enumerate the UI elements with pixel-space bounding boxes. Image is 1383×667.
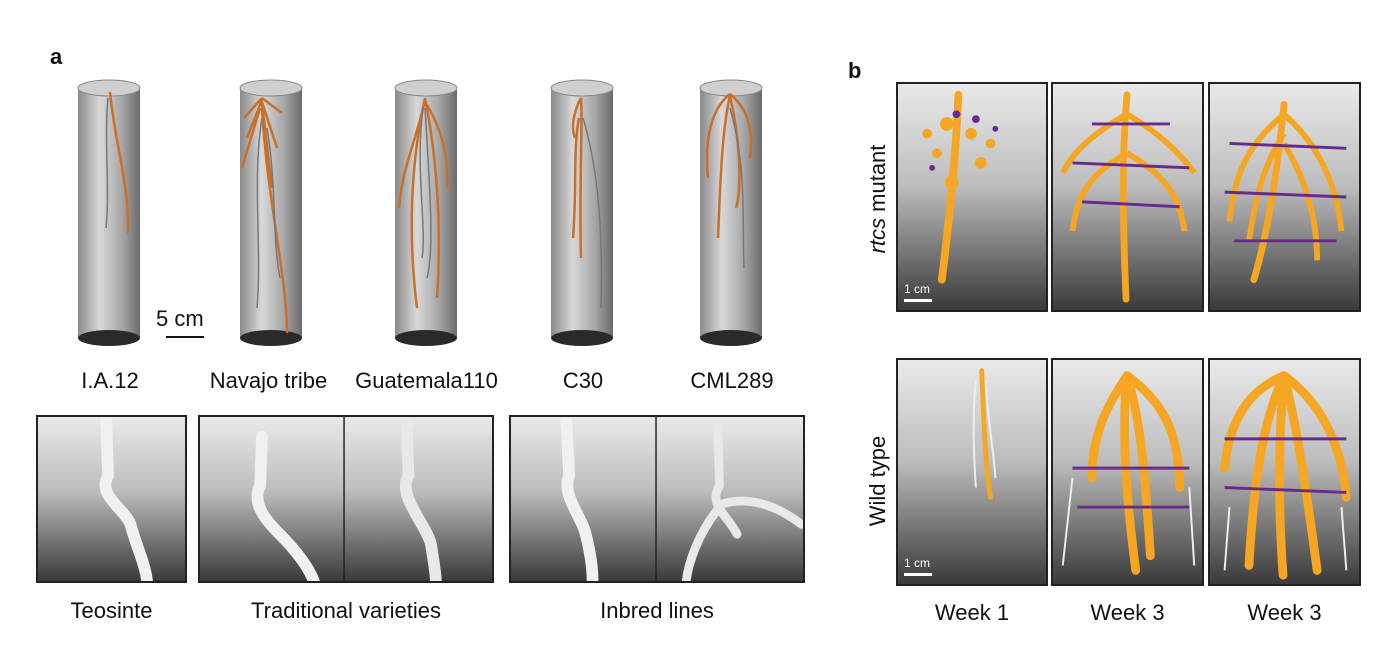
row-label-wildtype: Wild type	[865, 435, 890, 527]
cylinder-ia12	[77, 79, 141, 346]
cylinder-label-ia12: I.A.12	[81, 368, 139, 393]
wildtype-scale-bar	[904, 573, 932, 576]
mutant-scale-bar	[904, 299, 932, 302]
wildtype-week3-a	[1051, 358, 1204, 586]
mutant-week1: 1 cm	[896, 82, 1048, 312]
mutant-week3-b	[1208, 82, 1361, 312]
cylinder-label-guatemala110: Guatemala110	[355, 368, 498, 393]
panel-a-letter: a	[50, 44, 63, 69]
group-label-inbred: Inbred lines	[600, 598, 714, 623]
mutant-scale-label: 1 cm	[904, 282, 931, 296]
group-label-teosinte: Teosinte	[70, 598, 153, 623]
mutant-week3-a	[1051, 82, 1204, 312]
group-label-traditional: Traditional varieties	[251, 598, 441, 623]
panel-b-letter: b	[848, 58, 862, 83]
closeup-inbred	[509, 415, 805, 583]
row-label-mutant: rtcs mutant	[865, 144, 890, 254]
cylinder-guatemala110	[394, 79, 458, 346]
cylinder-navajo	[239, 79, 303, 346]
column-label-week1: Week 1	[934, 600, 1010, 625]
panel-a-scale-bar	[166, 336, 204, 338]
closeup-traditional	[198, 415, 494, 583]
panel-a-scale-label: 5 cm	[156, 306, 204, 331]
cylinder-label-c30: C30	[562, 368, 604, 393]
wildtype-week1: 1 cm	[896, 358, 1048, 586]
cylinder-c30	[550, 79, 614, 346]
wildtype-week3-b	[1208, 358, 1361, 586]
column-label-week3-a: Week 3	[1090, 600, 1165, 625]
column-label-week3-b: Week 3	[1247, 600, 1322, 625]
cylinder-label-navajo: Navajo tribe	[209, 368, 328, 393]
wildtype-scale-label: 1 cm	[904, 556, 931, 570]
closeup-teosinte	[36, 415, 187, 583]
cylinder-label-cml289: CML289	[690, 368, 774, 393]
cylinder-cml289	[699, 79, 763, 346]
